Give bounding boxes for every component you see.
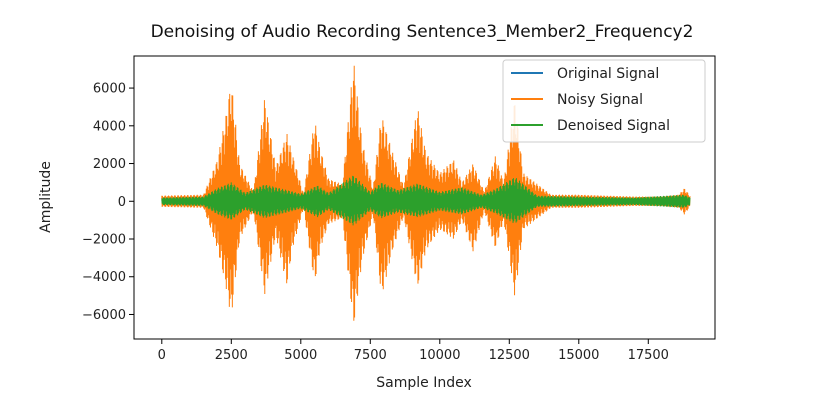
x-tick-label: 15000 [558, 348, 599, 363]
x-tick-label: 0 [158, 348, 166, 363]
x-tick-label: 12500 [489, 348, 530, 363]
x-axis: 0 2500 5000 7500 10000 12500 15000 17500 [158, 339, 669, 363]
y-axis: −6000 −4000 −2000 0 2000 4000 6000 [82, 82, 134, 323]
legend-entry: Original Signal [557, 66, 659, 82]
y-tick-label: −4000 [82, 270, 126, 285]
x-tick-label: 17500 [628, 348, 669, 363]
chart-title: Denoising of Audio Recording Sentence3_M… [151, 22, 694, 42]
x-tick-label: 5000 [284, 348, 317, 363]
x-axis-label: Sample Index [376, 375, 471, 391]
legend-box [502, 59, 706, 143]
y-tick-label: 4000 [93, 119, 126, 134]
plot-area [161, 65, 691, 321]
legend-entry: Denoised Signal [557, 118, 670, 134]
series-line-denoised-signal [161, 175, 691, 226]
y-tick-label: −6000 [82, 308, 126, 323]
y-tick-label: 2000 [93, 157, 126, 172]
y-tick-label: 6000 [93, 82, 126, 97]
x-tick-label: 10000 [419, 348, 460, 363]
x-tick-label: 7500 [354, 348, 387, 363]
legend: Original Signal Noisy Signal Denoised Sign… [502, 59, 706, 143]
y-axis-label: Amplitude [38, 161, 54, 233]
x-tick-label: 2500 [215, 348, 248, 363]
legend-entry: Noisy Signal [557, 92, 643, 108]
y-tick-label: −2000 [82, 233, 126, 248]
y-tick-label: 0 [118, 195, 126, 210]
axes-frame [133, 55, 716, 340]
